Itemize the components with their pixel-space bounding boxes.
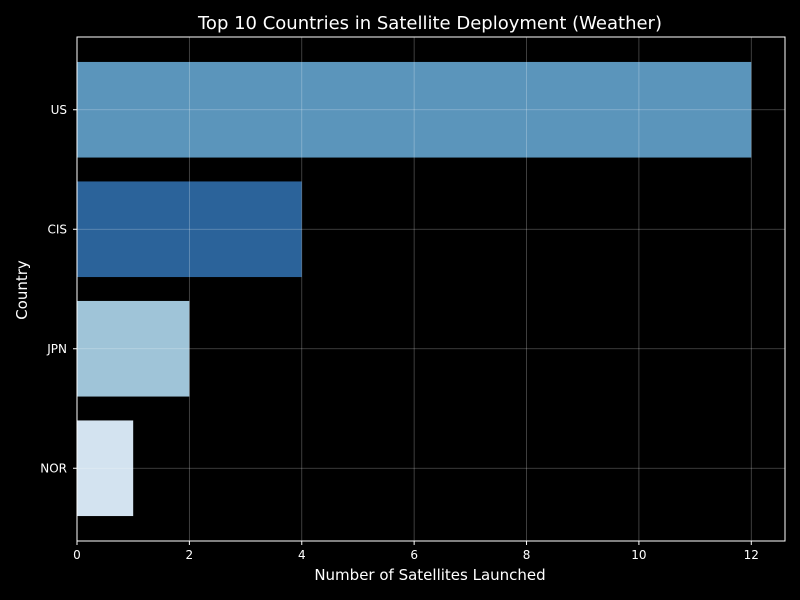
x-tick-label: 4 (298, 548, 306, 562)
y-tick-label-us: US (51, 103, 67, 117)
plot-frame (76, 36, 786, 542)
y-axis-label: Country (13, 260, 31, 320)
y-tick-label-nor: NOR (40, 461, 67, 475)
bar-cis (77, 181, 302, 278)
x-tick-label: 0 (73, 548, 81, 562)
chart-title: Top 10 Countries in Satellite Deployment… (197, 13, 662, 34)
grid-lines (76, 37, 785, 541)
x-tick-label: 2 (186, 548, 194, 562)
x-axis-label: Number of Satellites Launched (314, 566, 545, 584)
y-tick-label-jpn: JPN (46, 342, 67, 356)
x-tick-label: 8 (523, 548, 531, 562)
bar-us (77, 61, 752, 158)
x-tick-label: 10 (631, 548, 646, 562)
axes: 0 2 4 6 8 10 12 US CIS JPN NOR (40, 36, 786, 562)
x-tick-label: 6 (410, 548, 418, 562)
bar-jpn (77, 300, 190, 397)
bars (77, 61, 752, 517)
bar-nor (77, 420, 134, 517)
y-tick-label-cis: CIS (47, 222, 67, 236)
x-tick-label: 12 (744, 548, 759, 562)
